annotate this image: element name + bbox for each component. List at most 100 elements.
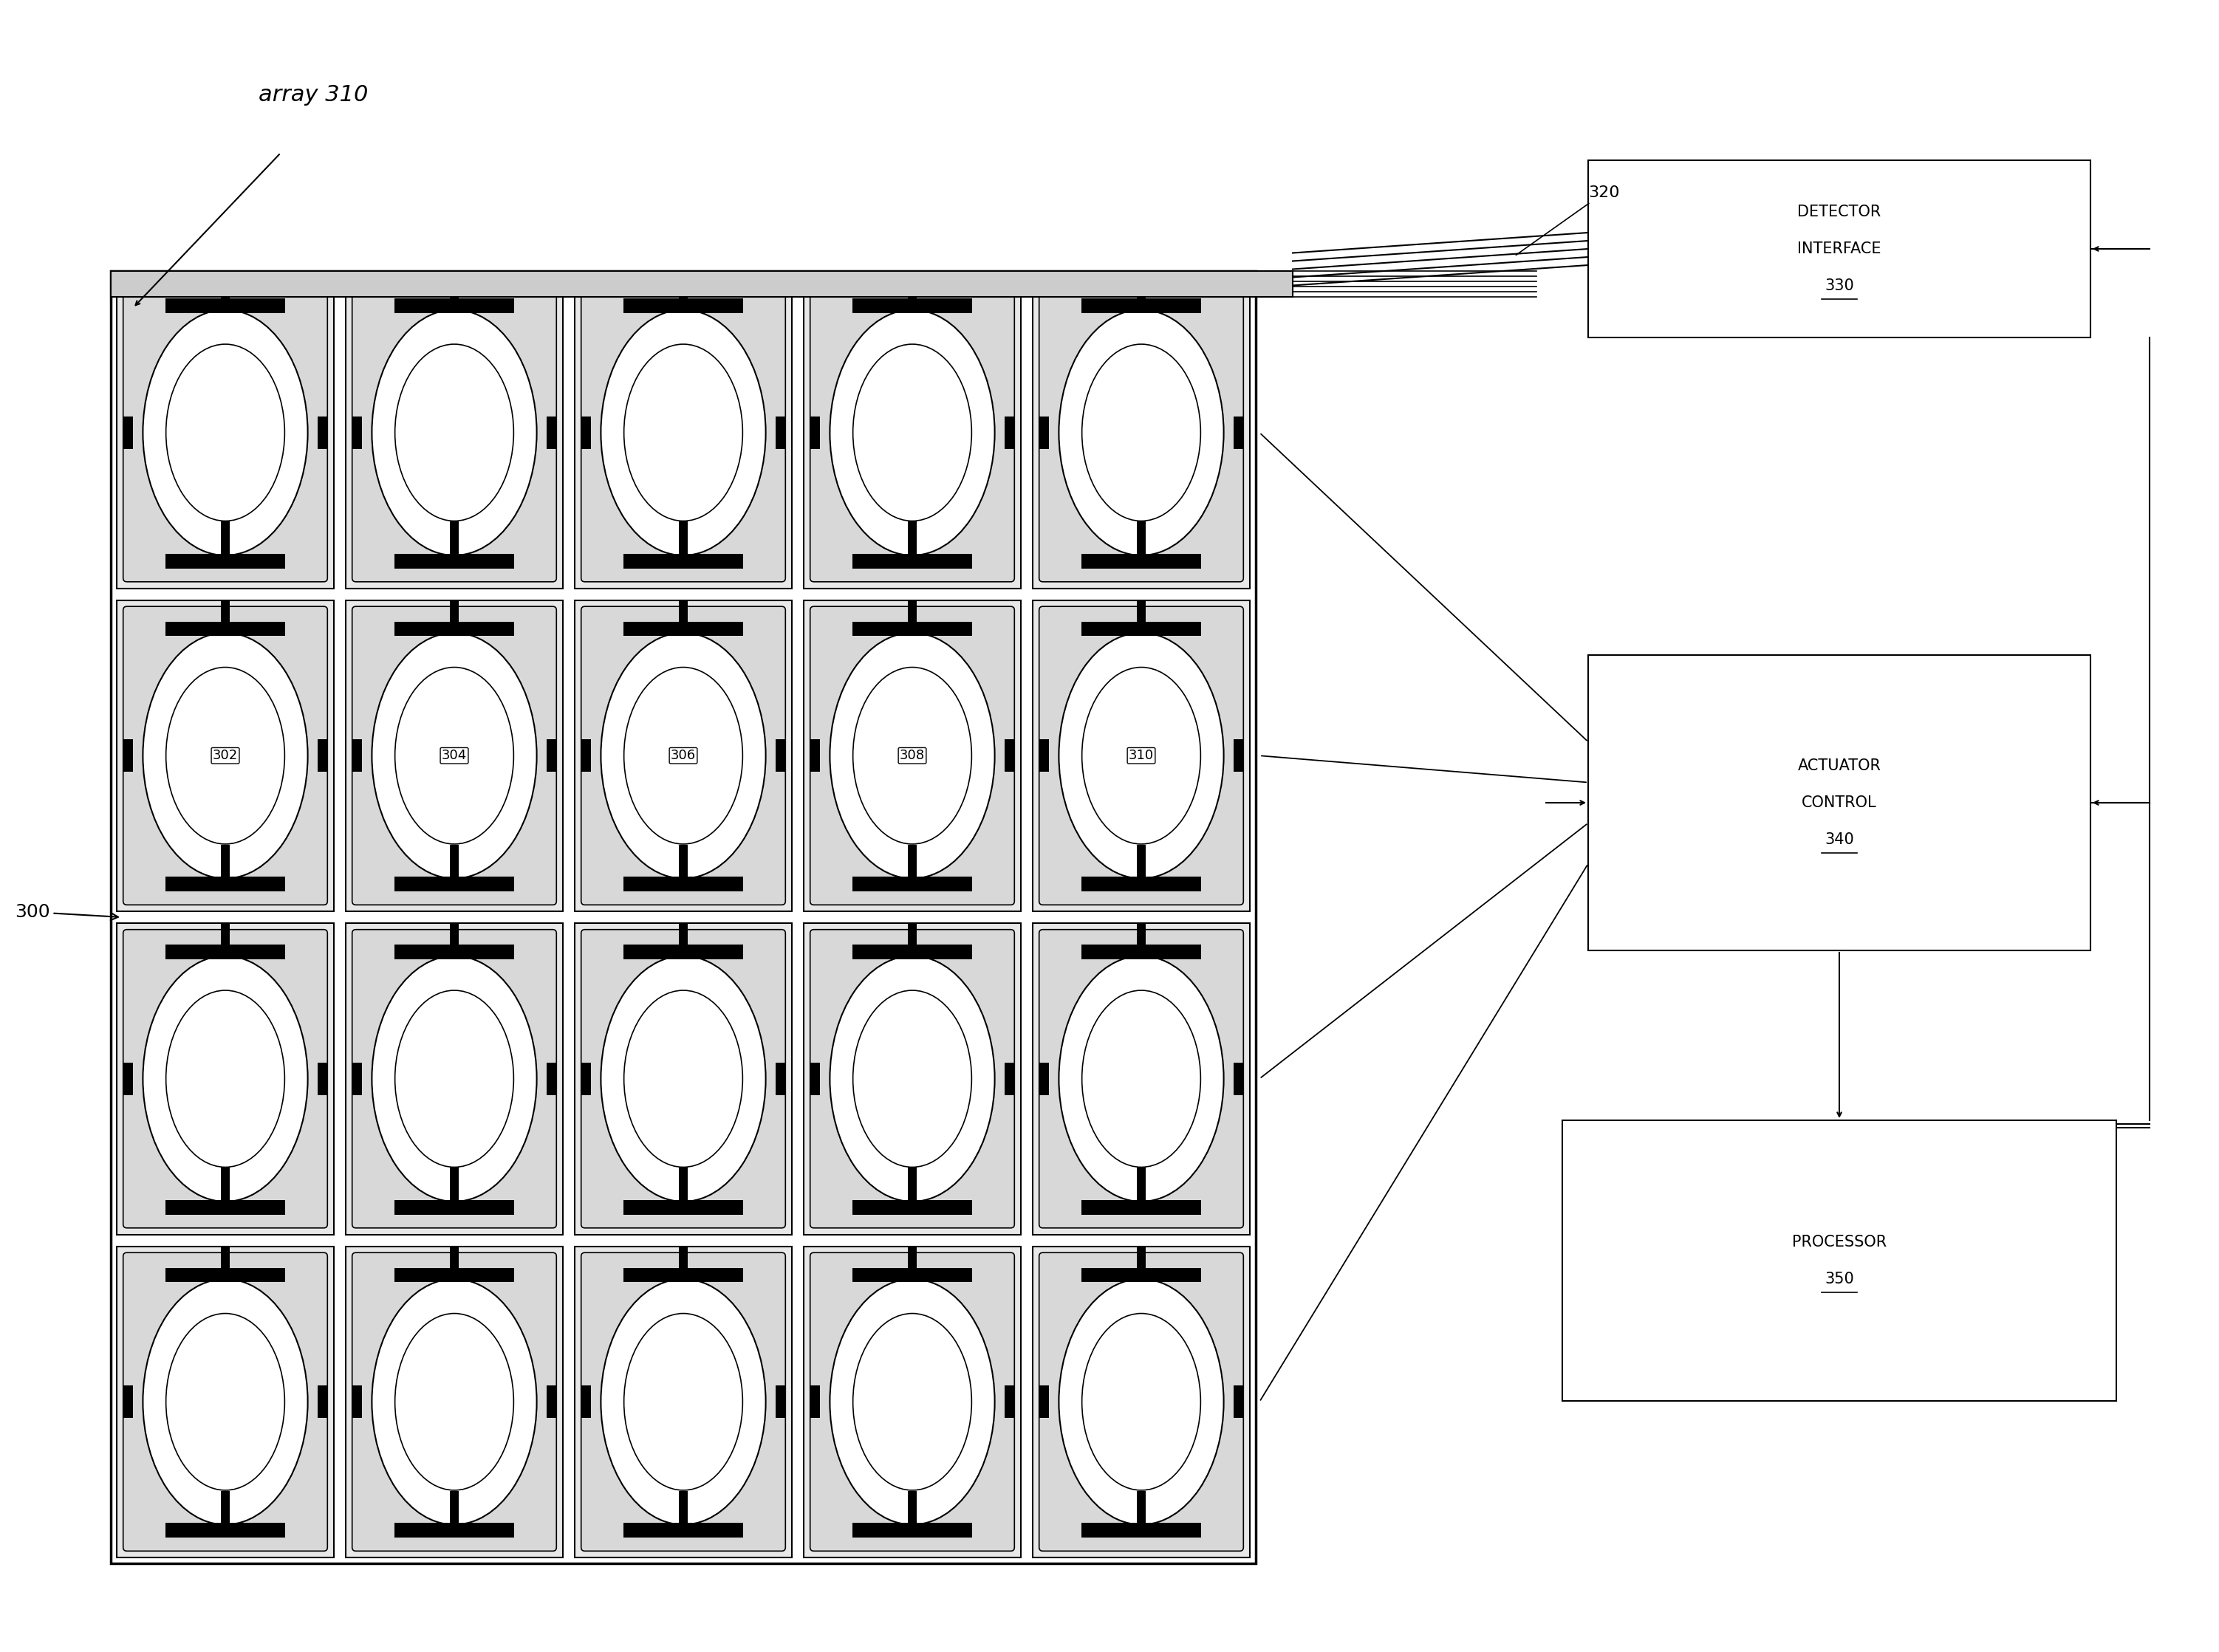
Bar [852, 1523, 972, 1538]
FancyBboxPatch shape [1589, 160, 2090, 337]
Bar [220, 278, 231, 311]
Bar [581, 1386, 590, 1417]
Bar [810, 416, 821, 449]
Bar [450, 1168, 459, 1199]
Ellipse shape [373, 1279, 537, 1525]
Bar [220, 1247, 231, 1279]
Bar [1081, 299, 1200, 312]
Bar [1136, 601, 1145, 633]
Ellipse shape [852, 667, 972, 844]
Bar [908, 601, 916, 633]
Ellipse shape [624, 667, 743, 844]
Bar [581, 416, 590, 449]
Bar [1081, 877, 1200, 892]
Ellipse shape [1058, 957, 1223, 1201]
Bar [1136, 844, 1145, 877]
FancyBboxPatch shape [810, 606, 1014, 905]
Bar [111, 271, 1256, 1563]
Bar [777, 740, 786, 771]
Bar [166, 877, 284, 892]
Bar [122, 1386, 133, 1417]
Bar [581, 1062, 590, 1095]
Ellipse shape [142, 311, 308, 555]
Ellipse shape [852, 990, 972, 1168]
Ellipse shape [395, 1313, 513, 1490]
FancyBboxPatch shape [122, 930, 328, 1227]
Bar [1136, 278, 1145, 311]
Text: PROCESSOR: PROCESSOR [1793, 1234, 1886, 1249]
Bar [1081, 621, 1200, 636]
Bar [122, 740, 133, 771]
Bar [575, 278, 792, 588]
Bar [679, 601, 688, 633]
Bar [852, 945, 972, 960]
Bar [220, 1490, 231, 1523]
Bar [777, 416, 786, 449]
Bar [351, 740, 362, 771]
Bar [546, 1386, 557, 1417]
Ellipse shape [624, 1313, 743, 1490]
FancyBboxPatch shape [353, 1252, 557, 1551]
FancyBboxPatch shape [353, 930, 557, 1227]
Ellipse shape [1058, 1279, 1223, 1525]
FancyBboxPatch shape [122, 606, 328, 905]
Text: 310: 310 [1129, 748, 1154, 762]
Ellipse shape [1083, 1313, 1200, 1490]
Ellipse shape [395, 344, 513, 520]
Bar [908, 278, 916, 311]
Bar [395, 553, 515, 568]
Text: 308: 308 [899, 748, 925, 762]
Bar [1136, 1168, 1145, 1199]
Bar [624, 1523, 743, 1538]
Ellipse shape [852, 1313, 972, 1490]
Bar [166, 945, 284, 960]
Bar [395, 299, 515, 312]
FancyBboxPatch shape [1038, 930, 1243, 1227]
Bar [679, 522, 688, 553]
FancyBboxPatch shape [1038, 284, 1243, 582]
Bar [122, 1062, 133, 1095]
Bar [679, 1168, 688, 1199]
Text: 340: 340 [1824, 833, 1855, 847]
Bar [908, 1168, 916, 1199]
Ellipse shape [1083, 667, 1200, 844]
Bar [1038, 740, 1050, 771]
FancyBboxPatch shape [810, 1252, 1014, 1551]
Bar [908, 923, 916, 957]
Ellipse shape [166, 344, 284, 520]
Bar [450, 601, 459, 633]
Bar [679, 923, 688, 957]
Ellipse shape [830, 311, 994, 555]
FancyBboxPatch shape [122, 1252, 328, 1551]
Bar [803, 278, 1021, 588]
Ellipse shape [624, 344, 743, 520]
Text: 302: 302 [213, 748, 237, 762]
Bar [908, 522, 916, 553]
Bar [351, 416, 362, 449]
Bar [1081, 1199, 1200, 1214]
Bar [166, 299, 284, 312]
Ellipse shape [1058, 311, 1223, 555]
Text: 350: 350 [1824, 1272, 1855, 1287]
Ellipse shape [601, 633, 766, 879]
Bar [777, 1386, 786, 1417]
Bar [1234, 416, 1245, 449]
FancyBboxPatch shape [1589, 656, 2090, 950]
Bar [346, 1246, 564, 1558]
Bar [1005, 416, 1014, 449]
Bar [852, 1199, 972, 1214]
Bar [581, 740, 590, 771]
Bar [908, 1247, 916, 1279]
Bar [575, 1246, 792, 1558]
FancyBboxPatch shape [353, 284, 557, 582]
Bar [346, 278, 564, 588]
FancyBboxPatch shape [1038, 606, 1243, 905]
FancyBboxPatch shape [1038, 1252, 1243, 1551]
Bar [624, 945, 743, 960]
Bar [852, 299, 972, 312]
Ellipse shape [830, 1279, 994, 1525]
Bar [1005, 1386, 1014, 1417]
Bar [395, 1267, 515, 1282]
Ellipse shape [601, 957, 766, 1201]
FancyBboxPatch shape [581, 1252, 786, 1551]
